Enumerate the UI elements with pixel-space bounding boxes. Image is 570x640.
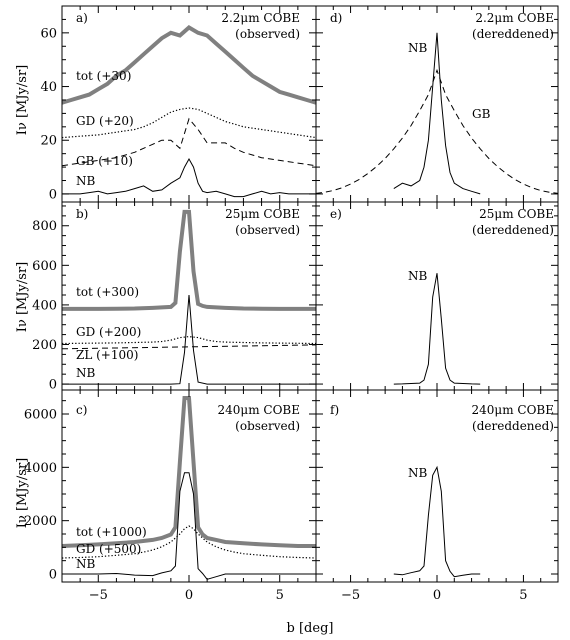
series-label-b-gd: GD (+200) xyxy=(76,325,141,339)
y-tick-label: 0 xyxy=(49,187,57,202)
panel-label-e: e) xyxy=(330,207,342,221)
series-label-b-zl: ZL (+100) xyxy=(76,348,138,362)
x-tick-label: 0 xyxy=(185,588,193,603)
series-label-c-tot: tot (+1000) xyxy=(76,525,147,539)
series-label-d-gb: GB xyxy=(472,107,491,121)
series-a-gb xyxy=(62,117,316,167)
series-a-nb xyxy=(62,157,316,198)
y-tick-label: 4000 xyxy=(24,461,57,476)
panel-a: 0 20 40 60 xyxy=(40,5,317,203)
x-axis-label: b [deg] xyxy=(287,621,334,636)
series-group-a xyxy=(62,25,316,198)
y-tick-label: 60 xyxy=(40,26,57,41)
series-label-d-nb: NB xyxy=(408,41,428,55)
panel-label-c: c) xyxy=(76,403,87,417)
series-d-nb xyxy=(393,32,481,195)
series-e-nb xyxy=(393,273,481,385)
y-tick-label: 800 xyxy=(32,219,57,234)
series-b-tot xyxy=(62,209,316,311)
series-b-zl xyxy=(62,344,316,350)
series-label-b-tot: tot (+300) xyxy=(76,285,139,299)
title-e-line2: (dereddened) xyxy=(472,223,554,237)
panel-label-b: b) xyxy=(76,207,88,221)
series-label-a-gd: GD (+20) xyxy=(76,114,134,128)
panel-label-f: f) xyxy=(330,403,339,417)
series-label-a-gb: GB (+10) xyxy=(76,154,133,168)
panel-label-d: d) xyxy=(330,11,342,25)
panel-f: −5 0 5 xyxy=(315,389,559,603)
panel-labels: a) 2.2μm COBE (observed) tot (+30) GD (+… xyxy=(76,11,554,571)
title-a-line2: (observed) xyxy=(235,27,300,41)
series-label-e-nb: NB xyxy=(408,269,428,283)
y-tick-label: 400 xyxy=(32,298,57,313)
title-c-line1: 240μm COBE xyxy=(218,403,301,417)
series-group-d xyxy=(316,32,558,195)
title-a-line1: 2.2μm COBE xyxy=(221,11,300,25)
y-axis-label-a: Iν [MJy/sr] xyxy=(15,65,30,135)
panel-label-a: a) xyxy=(76,11,88,25)
series-b-nb xyxy=(62,294,316,385)
series-f-nb xyxy=(393,465,481,578)
title-b-line1: 25μm COBE xyxy=(225,207,300,221)
x-tick-label: −5 xyxy=(89,588,108,603)
x-tick-label: 5 xyxy=(519,588,527,603)
series-group-b xyxy=(62,209,316,385)
x-tick-label: 5 xyxy=(276,588,284,603)
title-c-line2: (observed) xyxy=(235,419,300,433)
title-d-line2: (dereddened) xyxy=(472,27,554,41)
y-axis-label-c: Iν [MJy/sr] xyxy=(15,458,30,528)
y-axis-label-b: Iν [MJy/sr] xyxy=(15,262,30,332)
y-tick-label: 40 xyxy=(40,80,57,95)
title-e-line1: 25μm COBE xyxy=(479,207,554,221)
y-tick-label: 20 xyxy=(40,134,57,149)
series-c-nb xyxy=(62,472,316,580)
y-tick-label: 0 xyxy=(49,378,57,393)
y-tick-label: 600 xyxy=(32,259,57,274)
x-tick-label: 0 xyxy=(433,588,441,603)
series-group-e xyxy=(393,273,481,385)
title-f-line2: (dereddened) xyxy=(472,419,554,433)
series-label-c-nb: NB xyxy=(76,557,96,571)
series-label-c-gd: GD (+500) xyxy=(76,542,141,556)
y-tick-label: 2000 xyxy=(24,514,57,529)
title-d-line1: 2.2μm COBE xyxy=(475,11,554,25)
series-a-gd xyxy=(62,107,316,139)
series-c-tot xyxy=(62,396,316,548)
panel-c: 0 2000 4000 6000 −5 0 5 xyxy=(24,389,317,603)
series-label-a-tot: tot (+30) xyxy=(76,69,131,83)
y-tick-label: 0 xyxy=(49,568,57,583)
series-label-f-nb: NB xyxy=(408,466,428,480)
title-b-line2: (observed) xyxy=(235,223,300,237)
series-group-c xyxy=(62,396,316,580)
y-tick-label: 6000 xyxy=(24,408,57,423)
title-f-line1: 240μm COBE xyxy=(472,403,555,417)
series-a-tot xyxy=(62,25,316,105)
x-tick-label: −5 xyxy=(341,588,360,603)
series-label-b-nb: NB xyxy=(76,366,96,380)
series-group-f xyxy=(393,465,481,578)
y-tick-label: 200 xyxy=(32,338,57,353)
series-label-a-nb: NB xyxy=(76,174,96,188)
series-d-gb xyxy=(316,68,558,194)
series-c-gd xyxy=(62,525,316,559)
